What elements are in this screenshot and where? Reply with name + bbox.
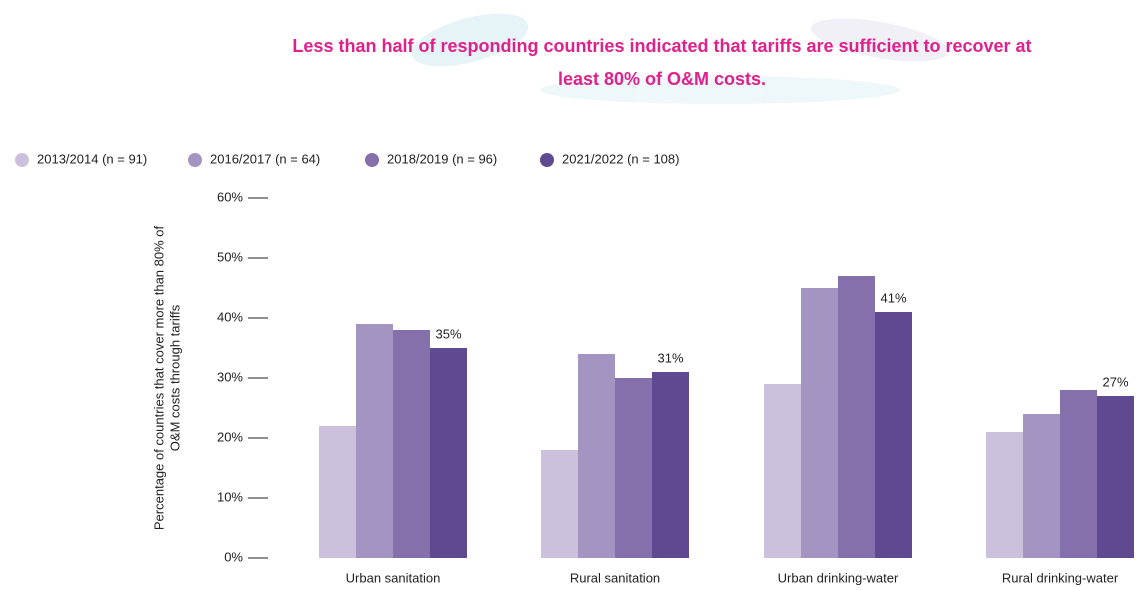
data-label: 27% — [1102, 374, 1128, 389]
chart-title: least 80% of O&M costs. — [558, 69, 766, 89]
bar — [875, 312, 912, 558]
decoration — [411, 13, 950, 104]
bar — [430, 348, 467, 558]
y-tick-label: 10% — [217, 489, 243, 504]
x-tick-label: Rural drinking-water — [1002, 570, 1119, 585]
legend-marker — [15, 153, 29, 167]
bar — [1023, 414, 1060, 558]
bar — [801, 288, 838, 558]
bar — [319, 426, 356, 558]
legend-marker — [188, 153, 202, 167]
bar — [393, 330, 430, 558]
y-tick-label: 60% — [217, 189, 243, 204]
y-tick-label: 40% — [217, 309, 243, 324]
legend-marker — [540, 153, 554, 167]
bar — [1060, 390, 1097, 558]
bar — [356, 324, 393, 558]
bar — [838, 276, 875, 558]
data-label: 31% — [657, 350, 683, 365]
data-label: 41% — [880, 290, 906, 305]
y-tick-label: 30% — [217, 369, 243, 384]
chart-title: Less than half of responding countries i… — [292, 36, 1031, 56]
x-tick-label: Urban sanitation — [346, 570, 441, 585]
legend-label: 2013/2014 (n = 91) — [37, 151, 147, 166]
legend-label: 2016/2017 (n = 64) — [210, 151, 320, 166]
bar — [1097, 396, 1134, 558]
legend-marker — [365, 153, 379, 167]
y-tick-label: 50% — [217, 249, 243, 264]
bar — [652, 372, 689, 558]
bar — [764, 384, 801, 558]
bar — [615, 378, 652, 558]
legend-label: 2021/2022 (n = 108) — [562, 151, 679, 166]
y-axis-title: Percentage of countries that cover more … — [151, 225, 166, 530]
bar — [986, 432, 1023, 558]
x-tick-label: Urban drinking-water — [778, 570, 899, 585]
y-tick-label: 0% — [224, 549, 243, 564]
y-tick-label: 20% — [217, 429, 243, 444]
legend-label: 2018/2019 (n = 96) — [387, 151, 497, 166]
x-tick-label: Rural sanitation — [570, 570, 660, 585]
data-label: 35% — [435, 326, 461, 341]
y-axis-title: O&M costs through tariffs — [167, 304, 182, 451]
bar — [541, 450, 578, 558]
bar — [578, 354, 615, 558]
